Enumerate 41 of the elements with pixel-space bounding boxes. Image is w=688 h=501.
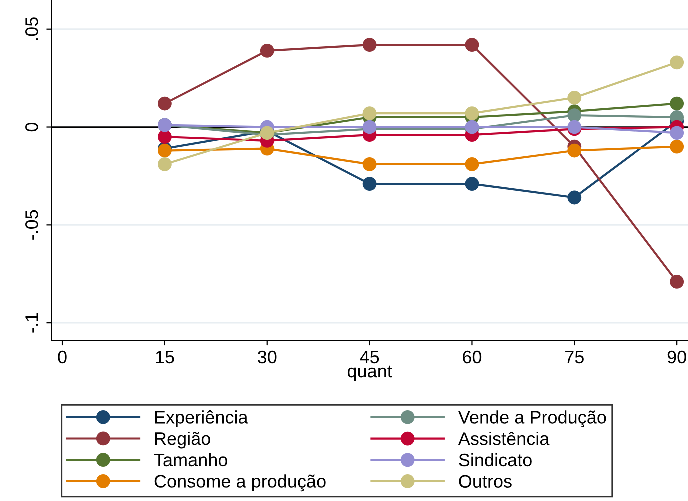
point [260, 44, 274, 58]
y-tick-label: -.05 [26, 210, 38, 240]
x-tick-label: 0 [58, 350, 67, 364]
legend-label: Sindicato [459, 453, 532, 467]
y-tick-label: .05 [26, 18, 38, 40]
point [158, 158, 172, 172]
y-tick-label: 0 [26, 122, 38, 132]
point [568, 108, 582, 122]
point [158, 130, 172, 144]
x-tick-label: 75 [566, 351, 584, 364]
point [362, 177, 377, 191]
x-tick-label: 30 [258, 350, 277, 364]
point [465, 38, 480, 52]
legend-label: Tamanho [154, 453, 228, 467]
point [568, 190, 582, 205]
legend-label: Outros [459, 475, 512, 488]
point [670, 140, 684, 154]
point [158, 96, 172, 111]
legend-label: Consome a produção [154, 474, 326, 492]
y-tick-label: -.1 [26, 313, 38, 333]
point [362, 158, 377, 172]
point [670, 126, 684, 140]
x-tick-label: 60 [463, 350, 482, 364]
point [362, 38, 377, 52]
point [568, 144, 582, 158]
point [670, 96, 684, 111]
x-tick-label: 90 [668, 350, 686, 364]
point [465, 158, 480, 172]
legend-label: Vende a Produção [458, 410, 606, 428]
point [362, 106, 377, 121]
x-tick-label: 15 [156, 351, 174, 364]
legend-label: Assistência [458, 432, 550, 446]
point [670, 56, 684, 70]
x-tick-label: 45 [360, 351, 380, 364]
legend-label: Região [155, 432, 210, 449]
x-axis-title: quant [348, 366, 392, 382]
legend-label: Experiência [155, 410, 248, 428]
point [568, 90, 582, 105]
point [465, 106, 480, 121]
point [670, 274, 684, 289]
point [465, 177, 480, 191]
